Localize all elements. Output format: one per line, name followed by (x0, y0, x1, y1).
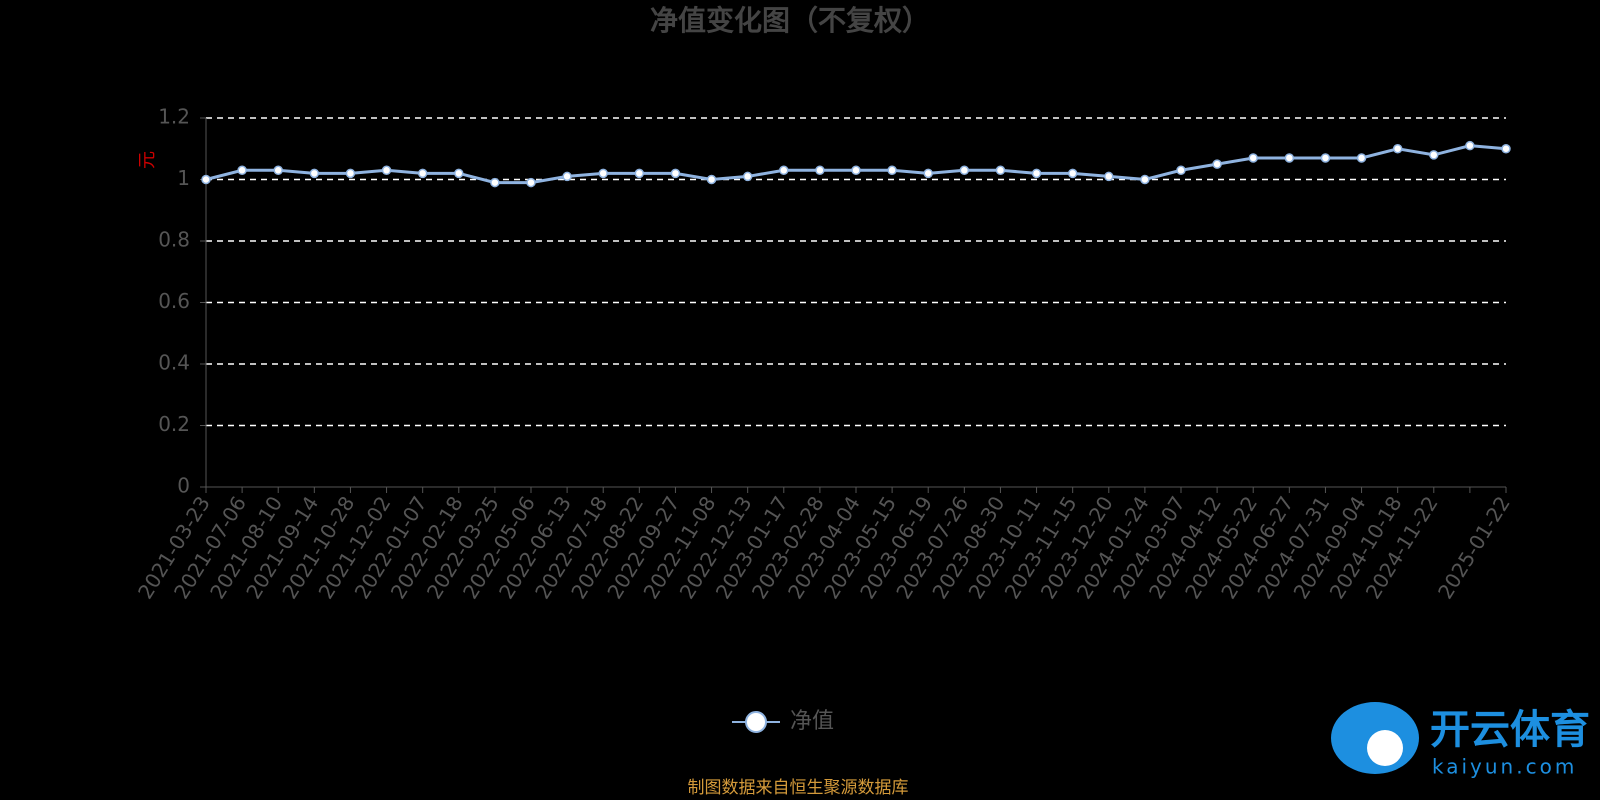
y-tick-label: 0.2 (158, 412, 190, 436)
point (634, 168, 645, 179)
watermark-brand: 开云体育 (1430, 707, 1590, 753)
point (490, 177, 500, 188)
x-tick-label: 2025-01-22 (1433, 492, 1515, 603)
point (923, 168, 933, 179)
point (851, 165, 861, 176)
point (454, 168, 464, 179)
point (1465, 140, 1475, 151)
point (670, 168, 681, 179)
point (1320, 153, 1331, 163)
series-line (205, 144, 1507, 185)
y-tick-label: 0.8 (158, 228, 190, 252)
point (995, 165, 1006, 176)
point (1104, 171, 1114, 182)
point (201, 174, 211, 185)
point (598, 168, 608, 179)
point (526, 177, 536, 188)
point (1067, 168, 1078, 179)
point (1248, 153, 1258, 163)
point (1140, 174, 1150, 185)
y-axis-label: 元 (137, 151, 158, 169)
point (381, 165, 392, 176)
point (1392, 144, 1403, 154)
point (309, 168, 320, 179)
point (1429, 150, 1439, 160)
legend-label: 净值 (790, 709, 834, 734)
point (815, 165, 825, 176)
watermark-site: kaiyun.com (1432, 755, 1577, 779)
y-tick-label: 0.4 (158, 351, 190, 375)
point (887, 165, 897, 176)
point (742, 171, 753, 182)
point (562, 171, 572, 182)
y-tick-label: 1 (177, 166, 190, 190)
point (1031, 168, 1042, 179)
y-tick-label: 0 (177, 474, 190, 498)
source-note: 制图数据来自恒生聚源数据库 (688, 778, 909, 798)
point (1501, 144, 1511, 154)
point (706, 174, 717, 185)
y-tick-label: 0.6 (158, 289, 190, 313)
y-tick-label: 1.2 (158, 105, 190, 129)
point (779, 165, 789, 176)
point (959, 165, 970, 176)
watermark: 开云体育 kaiyun.com (1331, 702, 1590, 779)
point (1176, 165, 1186, 176)
logo-ball (1367, 730, 1403, 766)
legend-marker (745, 711, 767, 733)
point (345, 168, 356, 179)
point (417, 168, 428, 179)
point (273, 165, 283, 176)
chart-title: 净值变化图（不复权） (650, 4, 930, 37)
point (1356, 153, 1367, 163)
point (1212, 159, 1222, 169)
point (1284, 153, 1295, 163)
point (237, 165, 247, 176)
